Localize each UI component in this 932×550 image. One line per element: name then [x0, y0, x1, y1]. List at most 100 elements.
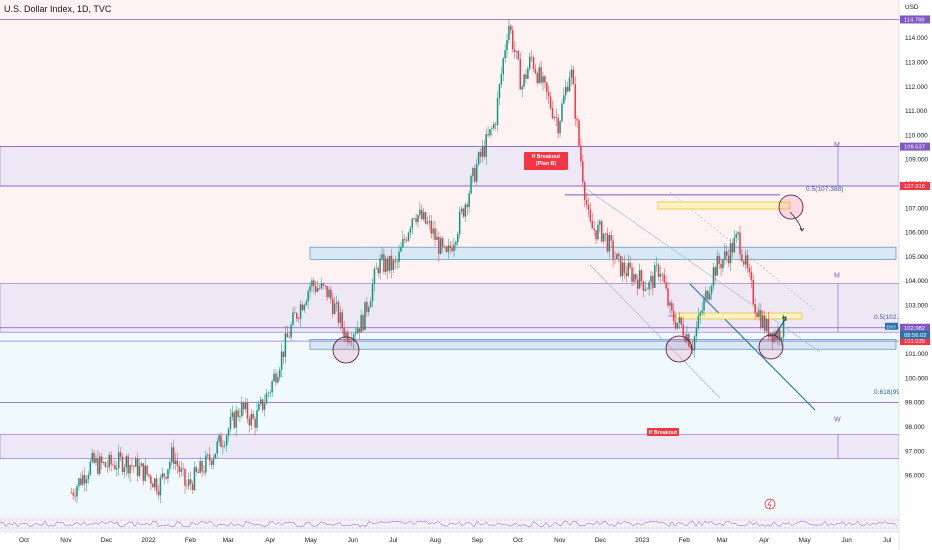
candle-body [284, 333, 287, 357]
candle-body [521, 86, 523, 90]
candle-body [731, 243, 734, 253]
zone-M [0, 146, 900, 187]
breakout-label-text: (Plan B) [536, 161, 557, 167]
candle-body [220, 435, 222, 448]
candle-body [296, 313, 298, 319]
price-axis-bg [899, 0, 932, 550]
candle-body [381, 254, 383, 259]
candle-body [256, 410, 258, 428]
candle-body [561, 103, 563, 122]
candle-body [330, 289, 332, 300]
candle-body [199, 461, 201, 473]
candle-body [652, 275, 654, 288]
candle-body [100, 456, 103, 463]
candle-body [239, 415, 241, 417]
candle-body [737, 232, 739, 235]
candle-body [439, 238, 442, 254]
candle-body [777, 329, 779, 340]
candle-body [81, 474, 84, 485]
candle-body [691, 348, 694, 351]
price-tag-text: 102.082 [904, 326, 925, 332]
candle-body [644, 288, 647, 291]
candle-body [172, 447, 175, 465]
x-tick-label: Jul [883, 537, 891, 544]
fib-label: 0.618(99. [874, 389, 902, 396]
candle-body [76, 486, 78, 497]
candle-body [112, 464, 114, 466]
candle-body [498, 84, 501, 99]
candle-body [714, 267, 717, 276]
y-tick-label: 113.000 [905, 59, 928, 66]
candle-body [758, 310, 760, 318]
candle-body [744, 255, 747, 265]
candle-body [631, 267, 633, 282]
zone-support2 [309, 339, 897, 350]
candle-body [383, 254, 385, 272]
candle-body [636, 279, 639, 289]
candle-body [129, 465, 131, 474]
candle-body [138, 465, 141, 476]
candle-body [724, 251, 726, 260]
price-tag-text: 109.537 [904, 145, 925, 151]
candle-body [483, 146, 486, 157]
flash-icon [767, 499, 772, 510]
candle-body [487, 134, 489, 136]
candle-body [373, 268, 376, 285]
candle-body [752, 279, 755, 305]
candle-body [235, 410, 237, 428]
candle-body [627, 262, 629, 277]
candle-body [424, 212, 427, 224]
candle-body [422, 212, 425, 220]
candle-body [502, 58, 504, 75]
candle-body [608, 235, 611, 252]
candle-body [72, 492, 74, 496]
y-tick-label: 111.000 [905, 108, 928, 115]
fib-label: 0.5(107.388) [806, 186, 843, 193]
candle-body [405, 239, 408, 241]
candle-body [85, 479, 88, 484]
candle-body [544, 76, 546, 83]
x-tick-label: Jun [841, 537, 852, 544]
highlight-circle [758, 334, 784, 360]
candle-body [534, 68, 537, 74]
candle-body [218, 435, 220, 442]
candle-body [318, 288, 321, 289]
candle-body [415, 218, 417, 223]
candle-body [286, 333, 289, 338]
x-tick-label: Jul [389, 537, 397, 544]
candle-body [563, 95, 565, 104]
arrow-head-up [781, 316, 787, 321]
candle-body [294, 312, 296, 314]
candle-body [343, 327, 345, 338]
candle-body [707, 290, 709, 300]
candle-body [188, 479, 190, 486]
target-box-bottom [675, 312, 803, 320]
candle-body [159, 477, 162, 496]
candle-body [779, 329, 781, 339]
candle-body [457, 234, 459, 243]
candle-body [659, 274, 662, 277]
candle-body [91, 452, 93, 462]
candle-body [271, 381, 273, 393]
candle-body [178, 466, 181, 472]
candle-body [398, 251, 400, 262]
candle-body [182, 468, 184, 470]
candle-body [578, 120, 580, 146]
candle-body [246, 402, 249, 419]
candle-body [657, 264, 660, 277]
channel-line-lower [589, 264, 721, 399]
candle-body [506, 40, 508, 51]
candle-body [508, 25, 510, 41]
candle-body [701, 310, 703, 313]
candle-body [733, 237, 736, 253]
candle-body [388, 255, 391, 271]
candle-body [409, 228, 412, 233]
y-tick-label: 98.000 [905, 424, 925, 431]
candle-body [697, 315, 700, 328]
candle-body [722, 259, 724, 269]
candle-body [686, 334, 688, 342]
candle-body [491, 128, 493, 130]
candle-body [349, 340, 351, 343]
